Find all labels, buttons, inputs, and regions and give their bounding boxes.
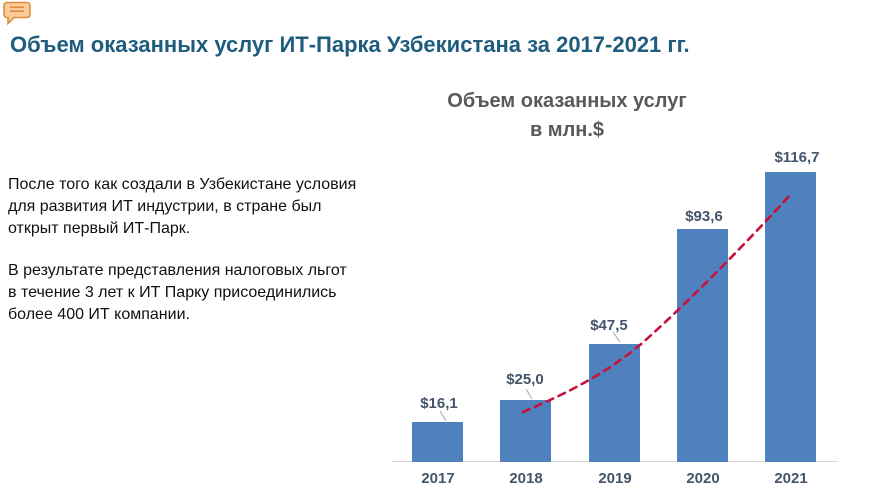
bar-value-label-2018: $25,0 <box>506 371 544 388</box>
bar-2017 <box>412 422 463 462</box>
comment-bubble-icon[interactable] <box>3 1 33 27</box>
bar-2020 <box>677 229 728 462</box>
bar-value-label-2017: $16,1 <box>420 395 458 412</box>
bar-2018 <box>500 400 551 462</box>
description-paragraph-2: В результате представления налоговых льг… <box>8 262 347 323</box>
bar-value-label-2019: $47,5 <box>590 317 628 334</box>
x-axis-label-2021: 2021 <box>774 470 808 487</box>
page-title: Объем оказанных услуг ИТ-Парка Узбекиста… <box>10 31 690 57</box>
bar-value-label-2020: $93,6 <box>685 208 723 225</box>
bar-2019 <box>589 344 640 462</box>
description-block: После того как создали в Узбекистане усл… <box>8 174 398 346</box>
x-axis-label-2018: 2018 <box>509 470 543 487</box>
chart-title: Объем оказанных услуг в млн.$ <box>407 87 727 145</box>
x-axis-label-2019: 2019 <box>598 470 632 487</box>
x-axis-label-2017: 2017 <box>421 470 455 487</box>
chart-title-line2: в млн.$ <box>529 119 605 141</box>
bar-2021 <box>765 172 816 462</box>
x-axis-label-2020: 2020 <box>686 470 720 487</box>
bar-value-label-2021: $116,7 <box>774 149 820 166</box>
chart-title-line1: Объем оказанных услуг <box>447 90 687 112</box>
description-paragraph-1: После того как создали в Узбекистане усл… <box>8 176 357 237</box>
